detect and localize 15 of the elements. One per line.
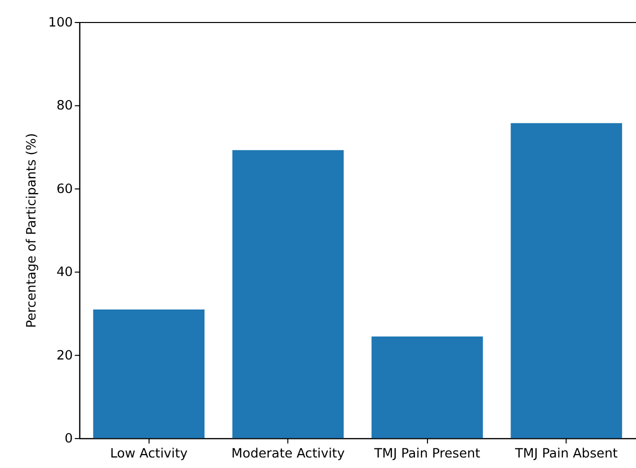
bar	[232, 150, 344, 438]
x-tick-label: Moderate Activity	[231, 446, 346, 462]
x-tick-label: Low Activity	[110, 446, 188, 462]
y-tick-label: 60	[56, 182, 73, 197]
y-axis-title: Percentage of Participants (%)	[24, 133, 40, 328]
y-tick-label: 100	[48, 15, 73, 30]
bar	[510, 123, 622, 438]
y-tick-label: 40	[56, 265, 73, 280]
y-tick-label: 20	[56, 348, 73, 364]
y-tick-label: 80	[56, 98, 73, 114]
bar	[93, 310, 205, 438]
x-tick-label: TMJ Pain Absent	[514, 446, 618, 462]
x-tick-label: TMJ Pain Present	[373, 446, 480, 462]
bar	[372, 336, 483, 438]
y-tick-label: 0	[64, 432, 73, 447]
